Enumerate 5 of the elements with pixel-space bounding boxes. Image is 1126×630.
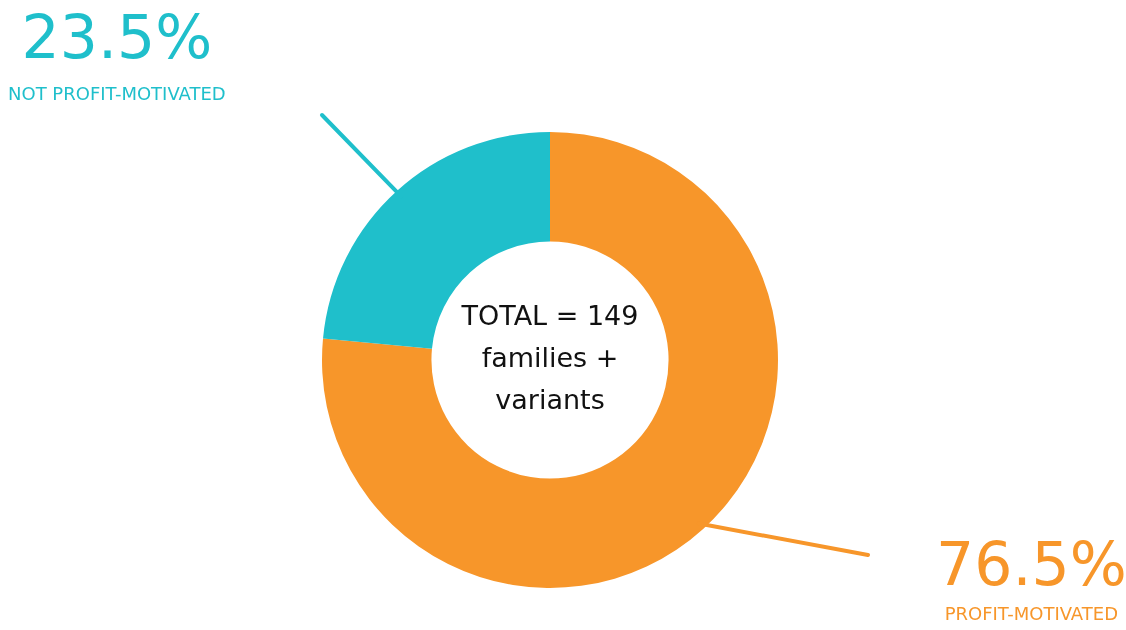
data-label: 23.5% xyxy=(21,2,213,72)
data-label: 76.5% xyxy=(936,529,1126,599)
slice-label: PROFIT-MOTIVATED xyxy=(944,603,1118,624)
slice-label: NOT PROFIT-MOTIVATED xyxy=(8,83,226,104)
text: TOTAL = 149 families + variants xyxy=(460,299,640,417)
